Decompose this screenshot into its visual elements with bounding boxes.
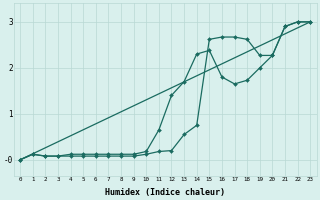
X-axis label: Humidex (Indice chaleur): Humidex (Indice chaleur) — [105, 188, 225, 197]
